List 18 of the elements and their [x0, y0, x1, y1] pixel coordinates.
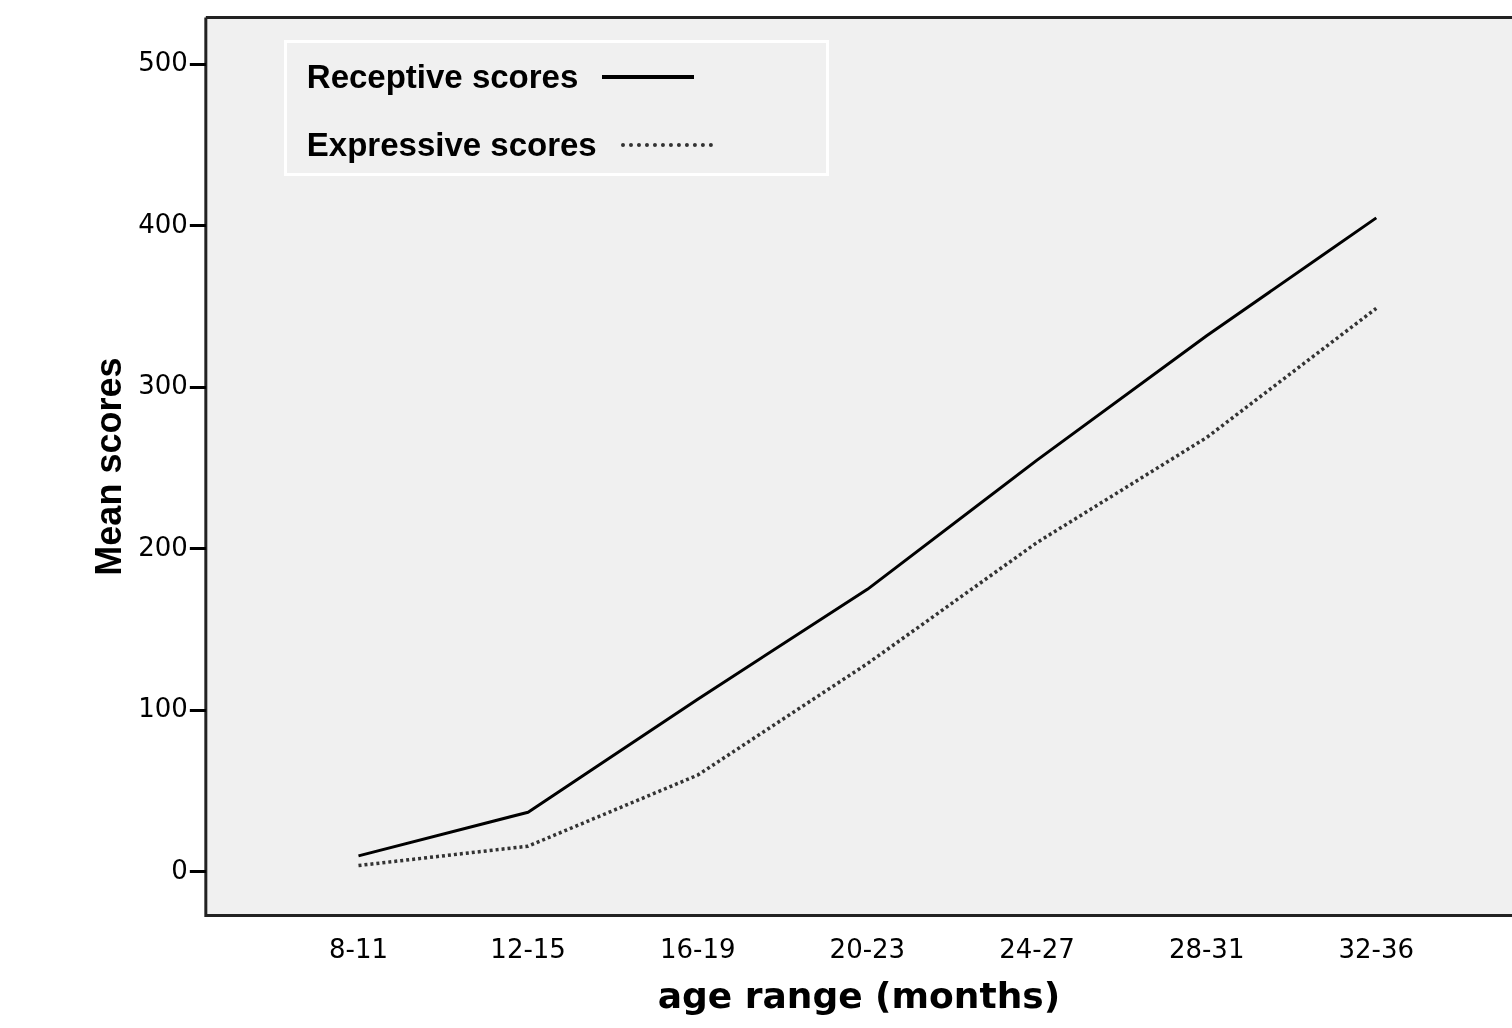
legend-label: Receptive scores: [306, 57, 579, 96]
y-tick-label: 100: [138, 693, 188, 724]
x-tick-label: 32-36: [1338, 933, 1415, 964]
y-tick-label: 0: [171, 854, 188, 885]
y-tick-label: 300: [138, 370, 188, 401]
x-tick-label: 20-23: [829, 933, 906, 964]
x-tick-label: 12-15: [490, 933, 566, 964]
y-tick-label: 500: [138, 47, 188, 78]
y-axis-title: Mean scores: [87, 357, 129, 576]
x-axis-title: age range (months): [657, 974, 1061, 1016]
y-tick-label: 200: [138, 531, 188, 562]
x-tick-label: 28-31: [1168, 933, 1245, 964]
y-tick-label: 400: [138, 208, 188, 239]
x-tick-label: 24-27: [999, 933, 1075, 964]
x-tick-label: 16-19: [659, 933, 736, 964]
line-series: [356, 306, 1379, 868]
legend-label: Expressive scores: [306, 125, 597, 164]
x-tick-label: 8-11: [328, 933, 388, 964]
